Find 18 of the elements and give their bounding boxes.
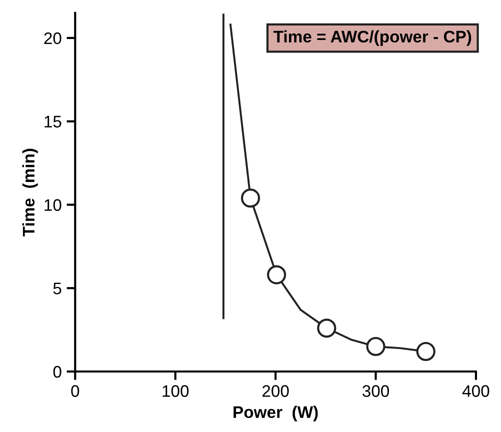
y-tick-label: 5 [53, 282, 62, 294]
y-axis-title: Time (min) [22, 148, 38, 236]
x-tick-label: 0 [71, 385, 80, 397]
y-tick-label: 0 [53, 366, 62, 378]
x-axis-title: Power (W) [234, 406, 318, 422]
point [416, 342, 436, 362]
point [366, 336, 386, 356]
x-tick-label: 400 [462, 385, 490, 397]
x-tick-label: 100 [162, 385, 189, 397]
x-tick-label: 200 [262, 385, 289, 397]
point [240, 188, 260, 208]
y-tick-label: 15 [44, 116, 62, 128]
point [317, 318, 336, 338]
y-tick-label: 10 [44, 199, 62, 211]
y-tick-label: 20 [44, 32, 62, 44]
annotation: Time = AWC/(power - CP) [273, 30, 472, 46]
point [267, 265, 286, 284]
x-tick-label: 300 [362, 385, 390, 397]
